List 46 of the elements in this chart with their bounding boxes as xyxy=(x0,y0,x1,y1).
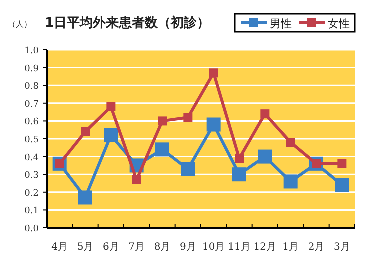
y-tick-label: 0.5 xyxy=(24,136,40,146)
x-tick-label: 10月 xyxy=(202,242,226,253)
x-tick-label: 6月 xyxy=(102,242,120,253)
point xyxy=(104,128,118,142)
point xyxy=(181,162,196,176)
y-tick-label: 0.1 xyxy=(24,206,39,217)
point xyxy=(156,142,170,157)
point xyxy=(286,138,296,148)
y-tick-label: 0.0 xyxy=(24,224,40,234)
x-tick-label: 5月 xyxy=(77,242,94,253)
x-tick-label: 8月 xyxy=(154,242,171,253)
y-tick-label: 0.7 xyxy=(24,100,40,110)
x-tick-label: 3月 xyxy=(334,242,350,253)
point xyxy=(209,68,218,78)
x-tick-label: 9月 xyxy=(180,242,196,253)
x-tick-label: 11月 xyxy=(228,242,251,253)
x-tick-label: 4月 xyxy=(52,242,68,253)
point xyxy=(132,175,142,184)
legend-label: 男性 xyxy=(270,18,292,30)
point xyxy=(206,118,221,132)
point xyxy=(81,127,90,136)
point xyxy=(235,154,244,164)
x-tick-label: 2月 xyxy=(308,242,325,253)
point xyxy=(284,174,298,189)
point xyxy=(232,168,246,182)
point xyxy=(78,190,92,205)
x-tick-label: 1月 xyxy=(282,242,300,253)
point xyxy=(184,113,193,122)
y-tick-label: 0.3 xyxy=(24,171,40,182)
x-tick-label: 7月 xyxy=(128,242,146,253)
y-tick-label: 0.2 xyxy=(24,188,39,199)
point xyxy=(158,116,167,126)
legend-label: 女性 xyxy=(328,18,350,30)
y-axis-title: （人） xyxy=(8,20,32,29)
x-tick-label: 12月 xyxy=(254,242,277,253)
point xyxy=(258,150,272,164)
point xyxy=(338,159,347,168)
y-tick-label: 0.9 xyxy=(24,64,40,74)
y-tick-label: 0.4 xyxy=(24,153,40,164)
point xyxy=(106,102,116,112)
point xyxy=(260,110,270,119)
point xyxy=(335,178,350,192)
chart-title: 1日平均外来患者数（初診） xyxy=(45,15,210,31)
y-tick-label: 0.8 xyxy=(24,82,40,92)
y-tick-label: 1.0 xyxy=(24,46,40,56)
y-tick-label: 0.6 xyxy=(24,118,40,128)
